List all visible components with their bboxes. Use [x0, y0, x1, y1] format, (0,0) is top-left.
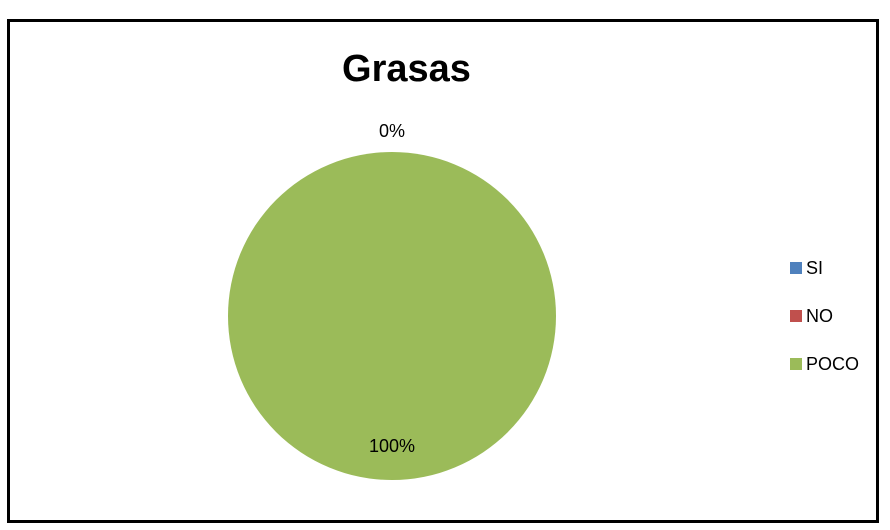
- legend-swatch-poco: [790, 358, 802, 370]
- pie-slice-poco: [228, 152, 556, 480]
- legend-label-no: NO: [806, 305, 833, 326]
- legend: SI NO POCO: [790, 257, 859, 401]
- data-label-si-no: 0%: [379, 121, 405, 141]
- legend-swatch-no: [790, 310, 802, 322]
- data-label-poco: 100%: [369, 436, 415, 456]
- legend-label-si: SI: [806, 257, 824, 278]
- pie-slices: [228, 152, 556, 480]
- legend-label-poco: POCO: [806, 353, 860, 374]
- legend-item-no: NO: [790, 305, 859, 327]
- legend-swatch-si: [790, 262, 802, 274]
- chart-title: Grasas: [342, 48, 471, 90]
- legend-item-si: SI: [790, 257, 859, 279]
- legend-item-poco: POCO: [790, 353, 859, 375]
